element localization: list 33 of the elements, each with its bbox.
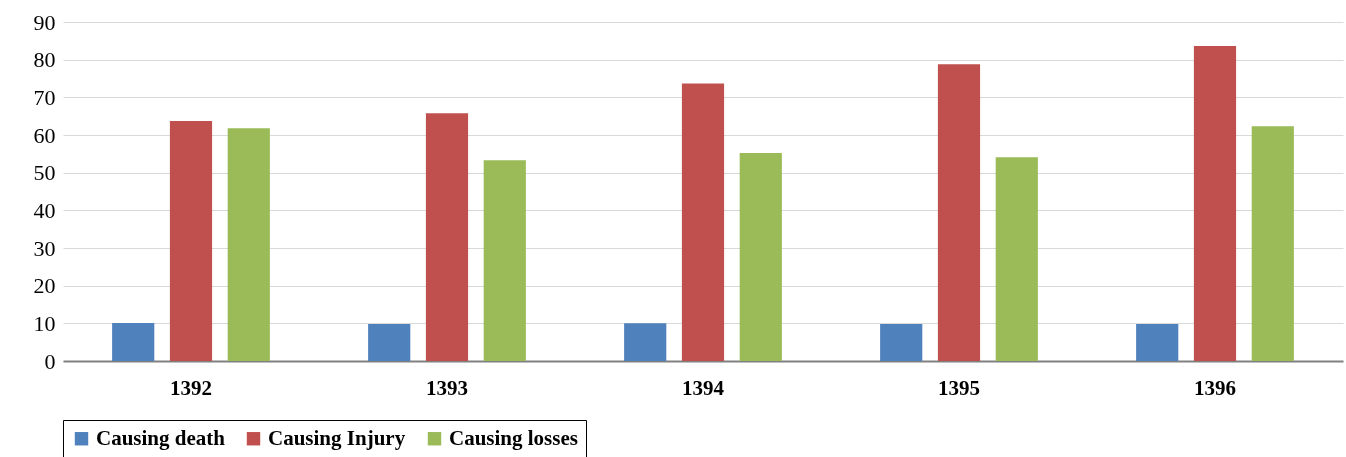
bar (624, 323, 667, 361)
bar (483, 160, 526, 361)
y-tick-label: 80 (33, 47, 56, 73)
bar (1251, 126, 1294, 361)
x-tick-label: 1395 (938, 375, 980, 400)
bar (169, 121, 213, 361)
legend-label: Causing Injury (268, 425, 406, 450)
bar (937, 64, 981, 361)
y-tick-label: 50 (33, 160, 56, 186)
legend-label: Causing losses (449, 425, 578, 450)
bar (739, 153, 782, 361)
y-tick-label: 20 (33, 273, 56, 299)
bar (368, 324, 411, 361)
y-tick-label: 60 (33, 122, 56, 148)
bar (995, 157, 1038, 361)
bar (112, 322, 155, 361)
y-tick-label: 10 (33, 310, 56, 336)
y-tick-label: 70 (33, 84, 56, 110)
bar (681, 83, 725, 361)
x-tick-label: 1392 (170, 375, 212, 400)
bar (227, 128, 270, 361)
y-tick-label: 40 (33, 197, 56, 223)
bar (1136, 324, 1179, 361)
y-tick-label: 90 (33, 9, 56, 35)
y-tick-label: 0 (44, 348, 56, 374)
x-tick-label: 1393 (426, 375, 468, 400)
y-tick-label: 30 (33, 235, 56, 261)
bar (425, 113, 469, 361)
bar (1193, 46, 1237, 361)
x-tick-label: 1394 (682, 375, 725, 400)
bar (880, 324, 923, 361)
legend-label: Causing death (96, 425, 226, 450)
x-tick-label: 1396 (1194, 375, 1236, 400)
